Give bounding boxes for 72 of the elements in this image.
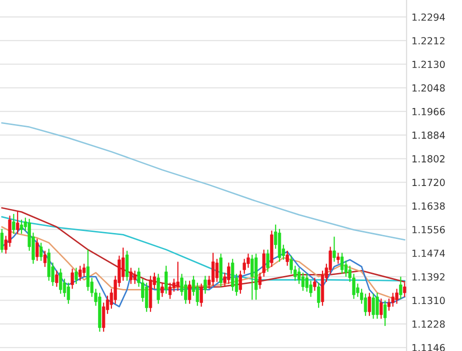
candlestick bbox=[391, 292, 394, 308]
candlestick bbox=[172, 278, 176, 292]
y-tick-label: 1.1310 bbox=[412, 296, 445, 304]
y-tick-label: 1.1638 bbox=[412, 202, 445, 210]
candlestick bbox=[20, 219, 24, 234]
line-series bbox=[1, 122, 406, 241]
candlestick bbox=[125, 250, 129, 282]
candlestick bbox=[238, 270, 242, 294]
candlestick bbox=[160, 282, 164, 298]
candlestick bbox=[368, 292, 371, 316]
candlestick bbox=[387, 298, 391, 312]
line-series bbox=[1, 216, 406, 282]
candlestick bbox=[129, 267, 133, 284]
candlestick bbox=[74, 267, 78, 284]
candlestick bbox=[266, 249, 270, 272]
candlestick bbox=[227, 262, 230, 284]
candlestick bbox=[340, 252, 344, 274]
candlestick bbox=[78, 265, 82, 282]
candlestick bbox=[204, 275, 207, 294]
candlestick bbox=[176, 261, 180, 292]
y-tick-label: 1.1146 bbox=[412, 344, 445, 351]
candlestick bbox=[133, 270, 136, 284]
candlestick bbox=[0, 228, 4, 254]
candlestick bbox=[59, 268, 62, 294]
candlestick bbox=[297, 267, 301, 284]
y-tick-label: 1.2130 bbox=[412, 60, 445, 68]
y-tick-label: 1.1802 bbox=[412, 155, 444, 162]
candlestick bbox=[344, 260, 348, 278]
candlestick bbox=[301, 272, 305, 292]
candlestick bbox=[286, 250, 289, 266]
candlestick bbox=[364, 293, 368, 316]
candlestick bbox=[66, 282, 70, 304]
candlestick bbox=[313, 277, 316, 292]
candlestick bbox=[376, 292, 379, 320]
candlestick bbox=[250, 254, 254, 300]
y-tick-label: 1.2048 bbox=[412, 84, 445, 92]
candlestick bbox=[399, 276, 402, 300]
candlestick bbox=[372, 293, 375, 320]
candlestick bbox=[380, 298, 383, 320]
y-tick-label: 1.1720 bbox=[412, 178, 445, 186]
y-tick-label: 1.1884 bbox=[412, 132, 445, 139]
candlestick bbox=[200, 283, 203, 308]
y-tick-label: 1.2294 bbox=[412, 13, 445, 21]
candlestick bbox=[145, 282, 148, 312]
candlestick bbox=[231, 258, 234, 292]
candlestick bbox=[156, 273, 160, 304]
candlestick bbox=[70, 268, 74, 290]
candlestick bbox=[36, 238, 39, 262]
candlestick bbox=[395, 288, 398, 304]
y-tick-label: 1.1228 bbox=[412, 320, 445, 328]
candlestick bbox=[403, 282, 406, 298]
candlestick bbox=[82, 263, 86, 278]
candlestick bbox=[211, 252, 215, 286]
y-tick-label: 1.2212 bbox=[412, 37, 444, 44]
y-tick-label: 1.1392 bbox=[412, 273, 444, 281]
candlestick bbox=[317, 282, 320, 308]
y-tick-label: 1.1556 bbox=[412, 226, 445, 234]
candlestick bbox=[383, 300, 387, 327]
candlestick bbox=[12, 213, 16, 234]
candlestick bbox=[43, 250, 47, 268]
candlestick bbox=[215, 258, 219, 282]
candlestick bbox=[336, 252, 340, 264]
candlestick bbox=[39, 242, 43, 262]
candlestick bbox=[86, 249, 90, 292]
candlestick bbox=[168, 282, 172, 300]
y-tick-label: 1.1474 bbox=[412, 250, 445, 257]
candlestick bbox=[55, 270, 58, 288]
y-tick-label: 1.1966 bbox=[412, 108, 445, 116]
candlestick bbox=[16, 210, 20, 234]
candlestick bbox=[332, 236, 336, 262]
candlestick bbox=[164, 265, 168, 294]
candlestick bbox=[188, 280, 192, 304]
